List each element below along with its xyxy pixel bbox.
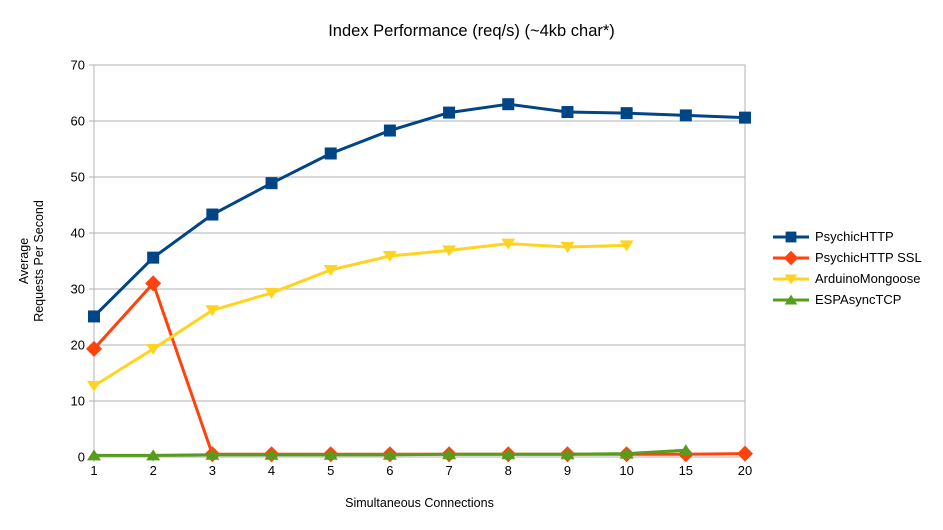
- series-marker-arduinomongoose: [501, 238, 516, 250]
- legend-marker-square-icon: [773, 231, 809, 242]
- legend-marker-diamond-icon: [773, 250, 809, 265]
- plot-border: [93, 64, 746, 458]
- x-tick-label: 3: [209, 463, 216, 478]
- legend-item-psychichttp: PsychicHTTP: [772, 226, 922, 247]
- series-line-arduinomongoose: [92, 242, 629, 388]
- series-marker-psychichttp-ssl: [737, 445, 753, 462]
- x-tick-label: 9: [564, 463, 571, 478]
- x-tick-label: 15: [679, 463, 693, 478]
- series-marker-arduinomongoose: [442, 245, 457, 257]
- series-marker-arduinomongoose: [619, 240, 634, 252]
- y-tick-label: 0: [78, 450, 85, 465]
- legend-item-espasynctcp: ESPAsyncTCP: [772, 289, 922, 310]
- series-marker-arduinomongoose: [146, 343, 161, 355]
- legend-marker-triangle-down-icon: [773, 274, 809, 284]
- series-marker-psychichttp: [206, 208, 219, 221]
- y-axis-title: Average Requests Per Second: [17, 200, 47, 322]
- y-tick-label: 50: [71, 170, 85, 185]
- series-marker-espasynctcp: [87, 449, 101, 461]
- series-marker-arduinomongoose: [382, 250, 397, 262]
- chart-title: Index Performance (req/s) (~4kb char*): [328, 22, 615, 40]
- legend-marker-psychichttp-ssl: [783, 250, 799, 265]
- series-marker-espasynctcp: [205, 448, 220, 460]
- series-marker-psychichttp: [324, 147, 337, 160]
- x-tick-label: 20: [738, 463, 752, 478]
- series-marker-psychichttp: [265, 177, 278, 190]
- series-marker-espasynctcp: [382, 448, 397, 460]
- series-marker-psychichttp: [679, 109, 692, 122]
- series-marker-psychichttp: [620, 107, 633, 120]
- y-tick-label: 40: [71, 226, 85, 241]
- x-tick-label: 6: [386, 463, 393, 478]
- legend-label-arduinomongoose: ArduinoMongoose: [815, 271, 921, 286]
- series-marker-psychichttp: [88, 310, 100, 323]
- series-marker-arduinomongoose: [87, 380, 101, 392]
- x-tick-label: 2: [150, 463, 157, 478]
- series-marker-espasynctcp: [264, 448, 279, 460]
- series-marker-arduinomongoose: [264, 287, 279, 299]
- y-tick-label: 20: [71, 338, 85, 353]
- y-axis-title-line-1: Average: [17, 237, 31, 285]
- legend-item-arduinomongoose: ArduinoMongoose: [772, 268, 922, 289]
- series-marker-arduinomongoose: [205, 305, 220, 317]
- series-marker-psychichttp: [502, 98, 515, 111]
- legend-marker-arduinomongoose: [784, 274, 798, 284]
- series-marker-espasynctcp: [678, 444, 693, 456]
- legend-label-espasynctcp: ESPAsyncTCP: [815, 292, 902, 307]
- x-tick-label: 1: [90, 463, 97, 478]
- series-marker-psychichttp: [443, 106, 456, 119]
- series-line-psychichttp-ssl: [92, 281, 747, 456]
- y-tick-label: 70: [71, 58, 85, 73]
- series-marker-psychichttp-ssl: [86, 340, 102, 357]
- legend-marker-triangle-up-icon: [773, 294, 809, 304]
- series-marker-arduinomongoose: [323, 264, 338, 276]
- series-marker-psychichttp-ssl: [145, 275, 162, 292]
- series-line-psychichttp: [92, 102, 747, 318]
- series-marker-espasynctcp: [501, 448, 516, 460]
- y-tick-label: 10: [71, 394, 85, 409]
- x-tick-label: 8: [505, 463, 512, 478]
- x-axis-title: Simultaneous Connections: [345, 496, 494, 510]
- series-marker-espasynctcp: [619, 447, 634, 459]
- series-marker-espasynctcp: [146, 449, 161, 461]
- series-marker-psychichttp: [383, 124, 396, 137]
- x-tick-label: 7: [445, 463, 452, 478]
- legend-label-psychichttp-ssl: PsychicHTTP SSL: [815, 250, 922, 265]
- x-tick-label: 10: [619, 463, 633, 478]
- legend-marker-psychichttp: [785, 231, 797, 242]
- x-tick-label: 4: [268, 463, 275, 478]
- series-marker-espasynctcp: [442, 448, 457, 460]
- x-tick-label: 5: [327, 463, 334, 478]
- series-marker-psychichttp: [147, 251, 160, 264]
- legend-marker-espasynctcp: [784, 294, 798, 304]
- legend-item-psychichttp-ssl: PsychicHTTP SSL: [772, 247, 922, 268]
- series-marker-espasynctcp: [323, 448, 338, 460]
- series-marker-arduinomongoose: [560, 242, 575, 253]
- series-marker-psychichttp: [561, 106, 574, 119]
- legend: PsychicHTTP PsychicHTTP SSL ArduinoMongoos…: [772, 226, 922, 310]
- y-axis-title-line-2: Requests Per Second: [32, 200, 46, 322]
- series-marker-espasynctcp: [560, 448, 575, 460]
- series-marker-psychichttp: [739, 111, 751, 124]
- y-tick-label: 60: [71, 114, 85, 129]
- y-tick-label: 30: [71, 282, 85, 297]
- legend-label-psychichttp: PsychicHTTP: [815, 229, 894, 244]
